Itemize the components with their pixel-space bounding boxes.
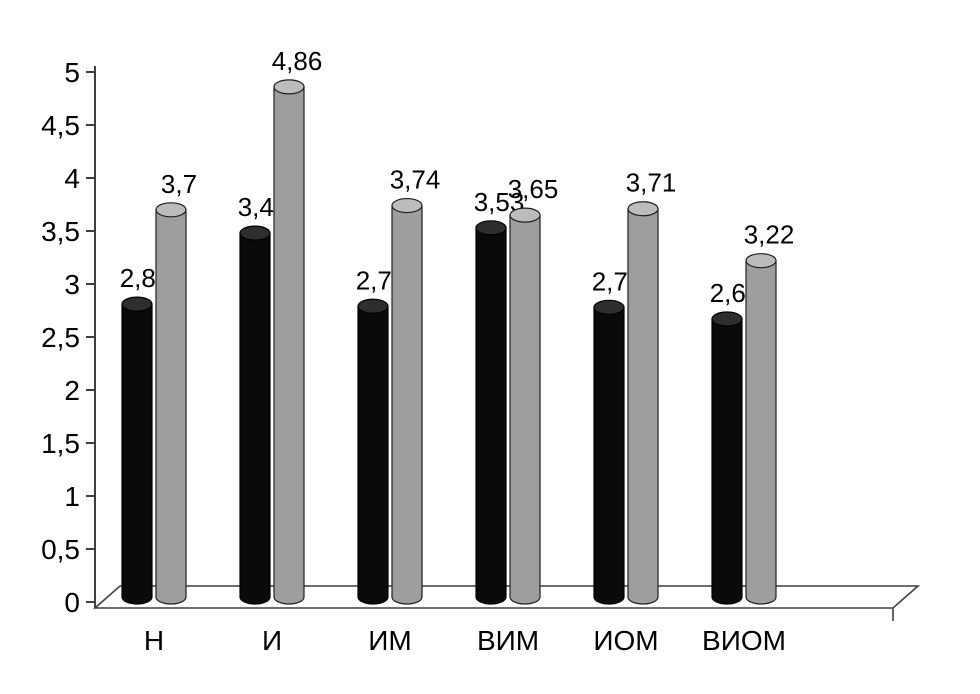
y-tick-label: 4,5 (41, 110, 80, 141)
bar-cylinder-top (273, 79, 305, 95)
category-label: ИМ (368, 625, 411, 656)
bar-cylinder-body (593, 306, 625, 605)
bar-cylinder-top (121, 296, 153, 312)
bar-cylinder-top (711, 311, 743, 327)
bar-value-label: 4,86 (272, 46, 323, 76)
bar-cylinder-top (627, 201, 659, 217)
category-label: ВИОМ (702, 625, 786, 656)
bar-cylinder-top (239, 225, 271, 241)
category-label: Н (144, 625, 164, 656)
bar-cylinder-body (239, 232, 271, 605)
bar-cylinder-top (593, 299, 625, 315)
y-tick-label: 0 (64, 587, 80, 618)
bar-cylinder-body (155, 209, 187, 605)
bar-cylinder-body (121, 303, 153, 605)
category-label: И (262, 625, 282, 656)
bar-value-label: 3,22 (744, 220, 795, 250)
bar-value-label: 3,71 (626, 168, 677, 198)
bar-cylinder-body (357, 305, 389, 605)
category-label: ВИМ (477, 625, 539, 656)
bar-cylinder-top (391, 197, 423, 214)
bar-cylinder-body (509, 214, 541, 605)
bar-cylinder-top (357, 298, 389, 314)
y-tick-label: 3 (64, 269, 80, 300)
y-tick-label: 1 (64, 481, 80, 512)
y-tick-label: 2,5 (41, 322, 80, 353)
bar-value-label: 3,65 (508, 174, 559, 204)
category-label: ИОМ (593, 625, 658, 656)
y-tick-label: 1,5 (41, 428, 80, 459)
bar-cylinder-top (475, 220, 507, 236)
bar-cylinder-top (155, 202, 187, 218)
bar-cylinder-body (711, 318, 743, 605)
y-tick-label: 2 (64, 375, 80, 406)
bar-cylinder-body (745, 260, 777, 605)
bar-cylinder-body (627, 208, 659, 605)
y-tick-label: 3,5 (41, 216, 80, 247)
bar-cylinder-body (273, 86, 305, 605)
bar-value-label: 3,7 (161, 169, 197, 199)
bar-cylinder-body (475, 227, 507, 605)
bar-cylinder-body (391, 204, 423, 605)
bar-cylinder-top (745, 253, 777, 269)
bar-cylinder-top (509, 207, 541, 223)
y-tick-label: 0,5 (41, 534, 80, 565)
y-tick-label: 5 (64, 57, 80, 88)
bar-value-label: 3,74 (390, 165, 441, 195)
y-tick-label: 4 (64, 163, 80, 194)
